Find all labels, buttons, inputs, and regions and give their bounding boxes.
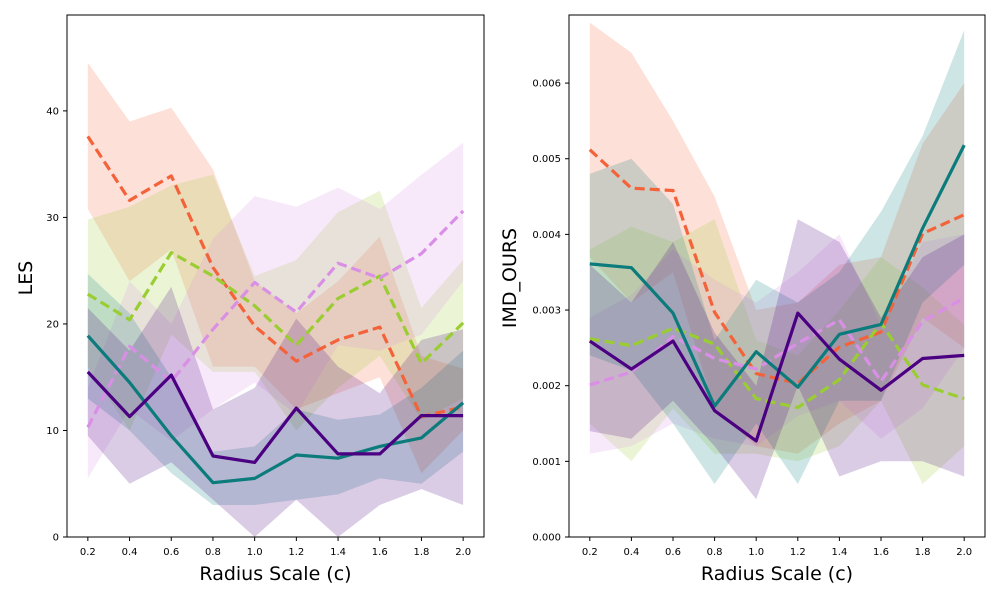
chart-right-panel: 0.2 0.4 0.6 0.8 1.0 1.2 1.4 1.6 1.8 2.0 0.0000.00… xyxy=(499,14,986,585)
left-band-2 xyxy=(87,174,464,431)
right-band-2 xyxy=(589,219,965,485)
left-band-5 xyxy=(87,286,464,537)
left-x-axis-label: Radius Scale (c) xyxy=(199,563,351,585)
right-y-tick-label: 0.003 xyxy=(532,306,561,317)
right-x-tick-label: 1.4 xyxy=(831,547,847,558)
right-x-tick-label: 2.0 xyxy=(956,547,972,558)
right-y-tick-label: 0.001 xyxy=(532,457,561,468)
right-plot-frame xyxy=(568,14,986,538)
left-series-line-2-dashed xyxy=(86,251,465,365)
left-y-tick-label: 40 xyxy=(46,106,59,117)
left-y-tick-label: 0 xyxy=(53,533,59,544)
right-series-line-5-solid xyxy=(588,311,965,443)
right-series-line-3-dashed xyxy=(589,296,965,387)
right-series-lines xyxy=(588,144,966,443)
right-y-tick-label: 0.005 xyxy=(532,154,561,165)
left-x-tick-label: 2.0 xyxy=(455,547,471,558)
right-series-line-4-solid xyxy=(589,144,966,408)
left-y-tick-label: 20 xyxy=(46,319,59,330)
right-x-tick-label: 1.6 xyxy=(873,547,889,558)
left-x-tick-label: 1.8 xyxy=(413,547,429,558)
left-y-ticks: 0 10 20 30 40 xyxy=(46,106,67,544)
right-band-3 xyxy=(589,234,965,454)
left-series-line-4-solid xyxy=(86,334,465,485)
left-x-tick-label: 1.4 xyxy=(330,547,346,558)
left-x-tick-label: 0.6 xyxy=(163,547,179,558)
right-band-1 xyxy=(589,22,965,454)
left-y-axis-label: LES xyxy=(15,261,37,296)
left-x-tick-label: 1.0 xyxy=(247,547,263,558)
left-series-line-5-solid xyxy=(86,370,464,464)
right-x-tick-label: 0.6 xyxy=(665,547,681,558)
right-y-tick-label: 0.002 xyxy=(532,381,561,392)
left-series-line-3-dashed xyxy=(86,209,465,429)
left-x-tick-label: 0.4 xyxy=(122,547,138,558)
left-x-tick-label: 1.2 xyxy=(288,547,304,558)
left-band-1 xyxy=(87,62,464,474)
right-series-line-2-dashed xyxy=(589,321,965,410)
left-plot-frame xyxy=(66,14,485,538)
right-x-ticks: 0.2 0.4 0.6 0.8 1.0 1.2 1.4 1.6 1.8 2.0 xyxy=(582,537,972,558)
right-y-axis-label: IMD_OURS xyxy=(499,228,521,328)
right-band-4 xyxy=(589,30,965,484)
left-x-tick-label: 0.2 xyxy=(80,547,96,558)
right-x-tick-label: 1.8 xyxy=(915,547,931,558)
right-x-axis-label: Radius Scale (c) xyxy=(701,563,853,585)
right-x-tick-label: 0.4 xyxy=(623,547,639,558)
right-x-tick-label: 1.0 xyxy=(748,547,764,558)
right-x-tick-label: 0.2 xyxy=(582,547,598,558)
left-y-tick-label: 10 xyxy=(46,426,59,437)
right-band-5 xyxy=(589,219,965,500)
left-series-line-1-dashed xyxy=(86,135,464,419)
right-y-ticks: 0.000 0.001 0.002 0.003 0.004 0.005 0.006 xyxy=(532,79,569,544)
left-x-tick-label: 1.6 xyxy=(372,547,388,558)
left-x-tick-label: 0.8 xyxy=(205,547,221,558)
right-confidence-bands xyxy=(589,22,965,500)
chart-left-panel: 0.2 0.4 0.6 0.8 1.0 1.2 1.4 1.6 1.8 2.0 0 10 20 30 40… xyxy=(15,14,485,585)
left-y-tick-label: 30 xyxy=(46,213,59,224)
right-x-tick-label: 1.2 xyxy=(790,547,806,558)
right-y-tick-label: 0.004 xyxy=(532,230,561,241)
right-x-tick-label: 0.8 xyxy=(707,547,723,558)
left-series-lines xyxy=(86,135,465,485)
right-y-tick-label: 0.000 xyxy=(532,533,561,544)
right-y-tick-label: 0.006 xyxy=(532,79,561,90)
left-x-ticks: 0.2 0.4 0.6 0.8 1.0 1.2 1.4 1.6 1.8 2.0 xyxy=(80,537,471,558)
